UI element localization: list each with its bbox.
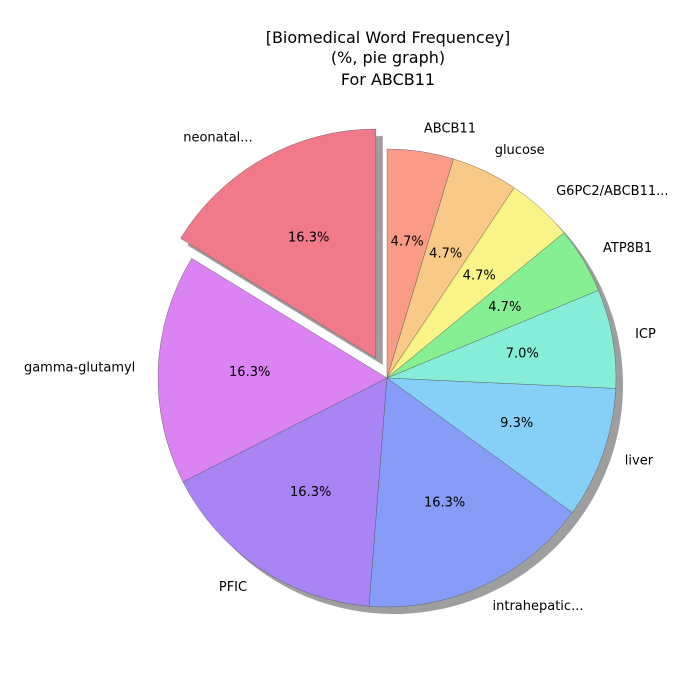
slice-label-gamma-glutamyl: gamma-glutamyl [24, 361, 135, 376]
pie-slice-liver [386, 377, 616, 513]
slice-percent-intrahepatic: 16.3% [424, 495, 465, 510]
slice-label-glucose: glucose [495, 143, 545, 158]
slice-label-neonatal: neonatal... [183, 131, 252, 146]
slice-percent-atp8b1: 4.7% [488, 300, 521, 315]
slice-percent-pfic: 16.3% [290, 485, 331, 500]
chart-title-line-3: For ABCB11 [341, 70, 435, 89]
slice-percent-abcb11: 4.7% [391, 235, 424, 250]
pie-slice-abcb11 [386, 148, 454, 379]
slice-percent-g6pc2-abcb11: 4.7% [463, 269, 496, 284]
slice-label-intrahepatic: intrahepatic... [493, 599, 584, 614]
pie-labels: neonatal... 16.3% gamma-glutamyl 16.3% PFIC 1… [24, 121, 669, 614]
pie-slice-intrahepatic [368, 377, 573, 608]
pie-slice-pfic [182, 377, 388, 607]
slice-percent-icp: 7.0% [506, 347, 539, 362]
chart-title-line-2: (%, pie graph) [331, 48, 445, 67]
chart-title-line-1: [Biomedical Word Frequencey] [266, 28, 511, 47]
slice-label-g6pc2-abcb11: G6PC2/ABCB11... [556, 184, 668, 199]
pie-slice-gamma-glutamyl [157, 258, 388, 483]
chart-title: [Biomedical Word Frequencey] (%, pie gra… [266, 28, 511, 89]
slice-percent-neonatal: 16.3% [288, 231, 329, 246]
slice-percent-glucose: 4.7% [429, 246, 462, 261]
slice-label-pfic: PFIC [219, 580, 247, 595]
slice-label-atp8b1: ATP8B1 [603, 241, 652, 256]
slice-label-abcb11: ABCB11 [424, 121, 476, 136]
slice-label-liver: liver [625, 454, 654, 469]
pie-slice-neonatal [180, 128, 377, 359]
pie-slices [157, 128, 617, 608]
slice-percent-liver: 9.3% [500, 416, 533, 431]
slice-label-icp: ICP [635, 327, 656, 342]
slice-percent-gamma-glutamyl: 16.3% [229, 365, 270, 380]
